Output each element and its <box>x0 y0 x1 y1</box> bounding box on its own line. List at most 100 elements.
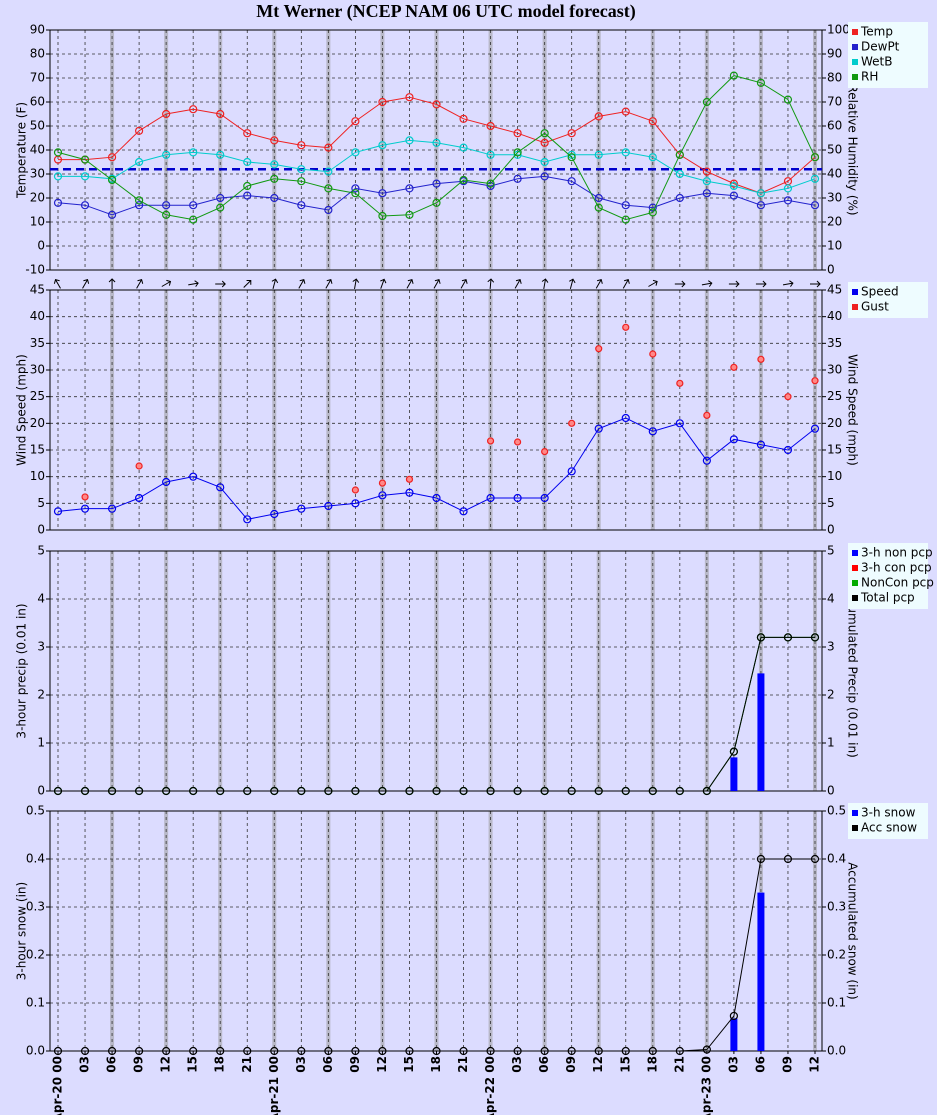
point <box>107 504 117 513</box>
legend-swatch <box>852 289 858 295</box>
y2-tick-label: 0.4 <box>827 852 846 866</box>
y-tick-label: 40 <box>30 309 45 323</box>
point <box>405 488 414 497</box>
y2-tick-label: 30 <box>827 363 842 377</box>
point <box>405 475 414 483</box>
point <box>135 157 144 167</box>
point <box>486 121 495 131</box>
point <box>729 1011 738 1021</box>
x-tick-label: 06 <box>321 1056 335 1073</box>
legend-label: DewPt <box>861 40 900 54</box>
point <box>216 150 225 159</box>
point <box>135 493 144 503</box>
point <box>378 491 387 500</box>
y-tick-label: 0.3 <box>26 900 45 914</box>
point <box>729 191 738 200</box>
point <box>648 203 657 212</box>
point <box>540 1046 549 1056</box>
point <box>270 786 279 796</box>
legend-label: RH <box>861 70 878 84</box>
point <box>703 411 711 419</box>
point <box>189 215 198 224</box>
point <box>135 126 144 135</box>
y-tick-label: 35 <box>30 336 45 350</box>
y2-tick-label: 30 <box>827 191 842 205</box>
point <box>297 201 306 210</box>
point <box>162 477 171 487</box>
y2-tick-label: 0.3 <box>827 900 846 914</box>
point <box>513 786 522 796</box>
point <box>243 129 252 138</box>
point <box>810 633 820 642</box>
point <box>53 507 63 516</box>
point <box>351 1046 360 1056</box>
point <box>80 201 90 210</box>
point <box>729 435 738 444</box>
x-tick-label: 15 <box>618 1056 632 1073</box>
point <box>756 189 766 198</box>
point <box>648 427 657 436</box>
point <box>216 109 225 119</box>
x-tick-label: 12 <box>591 1056 605 1073</box>
legend-label: Speed <box>861 285 899 299</box>
point <box>594 193 603 203</box>
point <box>702 189 711 198</box>
x-tick-label: 21 <box>456 1056 470 1073</box>
point <box>567 129 576 138</box>
y2-tick-label: 0.1 <box>827 996 846 1010</box>
point <box>513 1046 522 1056</box>
point <box>459 143 468 152</box>
point <box>513 129 522 138</box>
y-axis-label: 3-hour precip (0.01 in) <box>15 603 29 738</box>
y-tick-label: 30 <box>30 363 45 377</box>
point <box>53 148 63 157</box>
point <box>810 153 820 162</box>
bar <box>757 673 765 791</box>
legend-swatch <box>852 74 858 80</box>
series-line <box>58 636 815 792</box>
point <box>513 148 522 157</box>
point <box>486 1046 495 1056</box>
wind-arrow <box>433 279 441 289</box>
wind-arrow <box>136 279 144 289</box>
y2-tick-label: 0.5 <box>827 804 846 818</box>
point <box>810 424 820 433</box>
chart-title: Mt Werner (NCEP NAM 06 UTC model forecas… <box>256 1 635 22</box>
point <box>297 1046 306 1056</box>
point <box>324 143 333 152</box>
point <box>270 136 279 145</box>
legend-label: Total pcp <box>860 591 915 605</box>
point <box>270 193 279 203</box>
point <box>756 440 766 449</box>
point <box>540 172 549 181</box>
point <box>405 1046 414 1056</box>
wind-arrow <box>53 279 61 289</box>
point <box>621 1046 630 1056</box>
point <box>649 350 657 358</box>
x-tick-label: 15 <box>186 1056 200 1073</box>
wind-arrow <box>622 279 630 289</box>
legend-swatch <box>852 29 858 35</box>
point <box>594 150 603 159</box>
point <box>730 363 738 371</box>
point <box>53 786 63 796</box>
point <box>351 117 360 126</box>
point <box>80 1046 90 1056</box>
point <box>675 786 684 796</box>
point <box>216 203 225 212</box>
legend-swatch <box>852 825 858 831</box>
point <box>135 1046 144 1056</box>
legend-swatch <box>852 550 858 556</box>
wind-arrow <box>810 280 821 288</box>
point <box>432 138 441 147</box>
point <box>53 172 63 181</box>
wind-arrow <box>674 280 686 288</box>
legend-swatch <box>852 44 858 50</box>
point <box>405 136 414 145</box>
wind-arrow <box>487 278 495 290</box>
point <box>432 786 441 796</box>
y-tick-label: 10 <box>30 215 45 229</box>
point <box>162 201 171 210</box>
point <box>621 215 630 224</box>
legend-label: NonCon pcp <box>861 576 934 590</box>
